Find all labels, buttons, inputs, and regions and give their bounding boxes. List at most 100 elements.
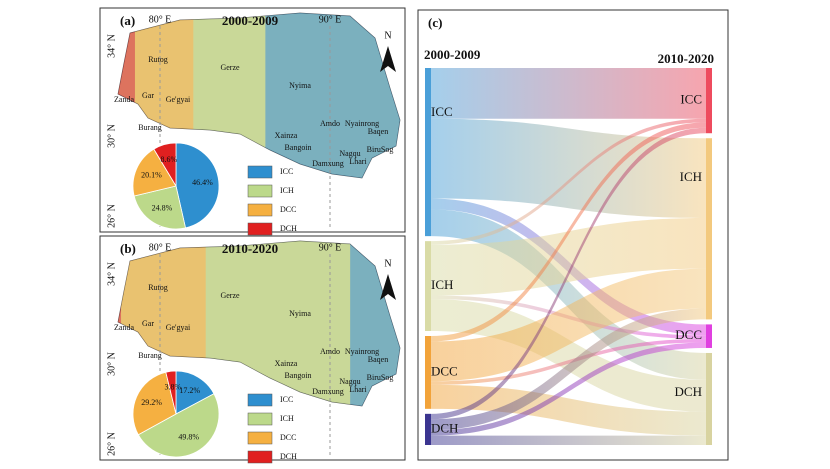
coordinate-label: 26° N [106, 204, 117, 228]
left-title: 2000-2009 [424, 47, 481, 62]
place-label: Nyainrong [345, 347, 379, 356]
node-label: DCH [431, 420, 458, 435]
node-label: ICC [680, 92, 702, 107]
sankey-flow [431, 308, 706, 431]
pie-value-label: 49.8% [178, 432, 199, 441]
place-label: Gar [142, 91, 154, 100]
place-label: Nagqu [339, 377, 360, 386]
legend-swatch [247, 222, 273, 236]
place-label: Gerze [220, 63, 240, 72]
place-label: Baqen [368, 355, 388, 364]
sankey-flow [431, 342, 706, 436]
legend-label: DCC [280, 205, 296, 214]
place-label: Zanda [114, 95, 134, 104]
panel-title: 2010-2020 [222, 241, 278, 256]
place-label: Nyima [289, 81, 311, 90]
panel-frame [417, 9, 729, 461]
right-title: 2010-2020 [658, 51, 714, 66]
sankey-flow [431, 209, 706, 380]
coordinate-label: 90° E [319, 242, 342, 253]
legend-swatch [247, 431, 273, 445]
place-label: Rutog [148, 55, 168, 64]
legend-label: DCC [280, 433, 296, 442]
pie-value-label: 24.8% [152, 203, 173, 212]
node-label: ICH [680, 169, 702, 184]
node-label: DCH [675, 384, 702, 399]
coordinate-label: 80° E [149, 14, 172, 25]
place-label: Bangoin [284, 371, 311, 380]
sankey-node [425, 336, 431, 409]
pie-slice [137, 393, 220, 458]
panel-title: 2000-2009 [222, 13, 279, 28]
sankey-flow [431, 68, 706, 119]
coordinate-label: 34° N [106, 34, 117, 58]
pie-slice [153, 142, 177, 188]
place-label: Lhari [349, 385, 367, 394]
coordinate-label: 80° E [149, 242, 172, 253]
coordinate-label: 26° N [106, 432, 117, 456]
place-label: Burang [138, 123, 162, 132]
legend-swatch [247, 184, 273, 198]
legend-swatch [247, 412, 273, 426]
node-label: DCC [431, 363, 458, 378]
north-label: N [384, 258, 391, 269]
node-label: DCC [675, 327, 702, 342]
legend-label: ICC [280, 395, 293, 404]
node-label: ICH [431, 277, 453, 292]
pie-slice [175, 370, 215, 415]
sankey-flow [431, 384, 706, 436]
place-label: Amdo [320, 119, 340, 128]
pie-value-label: 8.6% [161, 155, 178, 164]
sankey-node [425, 241, 431, 332]
place-label: BiruSog [367, 373, 394, 382]
place-label: Gerze [220, 291, 240, 300]
legend-swatch [247, 450, 273, 464]
sankey-flow [431, 122, 706, 342]
place-label: Damxung [312, 387, 344, 396]
place-label: Bangoin [284, 143, 311, 152]
sankey-flow [431, 127, 706, 420]
pie-slice [165, 370, 177, 415]
pie-value-label: 17.2% [179, 386, 200, 395]
north-label: N [384, 30, 391, 41]
sankey-flow [431, 435, 706, 445]
legend-swatch [247, 203, 273, 217]
panel-label: (a) [120, 13, 135, 28]
legend-label: DCH [280, 452, 297, 461]
place-label: Burang [138, 351, 162, 360]
pie-value-label: 3.8% [164, 382, 181, 391]
sankey-node [706, 352, 712, 445]
north-arrow [380, 274, 396, 300]
place-label: Ge'gyai [166, 323, 191, 332]
place-label: Nyima [289, 309, 311, 318]
sankey-node [425, 413, 431, 445]
pie-value-label: 20.1% [141, 171, 162, 180]
panel-label: (b) [120, 241, 136, 256]
place-label: Zanda [114, 323, 134, 332]
place-label: Baqen [368, 127, 388, 136]
legend-label: ICC [280, 167, 293, 176]
coordinate-label: 30° N [106, 352, 117, 376]
sankey-flow [431, 268, 706, 382]
north-arrow [380, 46, 396, 72]
sankey-node [706, 138, 712, 320]
coordinate-label: 34° N [106, 262, 117, 286]
pie-slice [132, 148, 177, 197]
place-label: Lhari [349, 157, 367, 166]
sankey-node [425, 68, 431, 237]
legend-label: DCH [280, 224, 297, 233]
place-label: BiruSog [367, 145, 394, 154]
pie-slice [133, 185, 186, 230]
place-label: Xainza [275, 131, 298, 140]
sankey-flow [431, 338, 706, 385]
pie-slice [132, 371, 177, 436]
place-label: Rutog [148, 283, 168, 292]
sankey-flow [431, 118, 706, 245]
sankey-flow [431, 217, 706, 296]
legend-label: ICH [280, 186, 294, 195]
place-label: Damxung [312, 159, 344, 168]
pie-value-label: 46.4% [192, 178, 213, 187]
pie-slice [175, 142, 220, 229]
sankey-flow [431, 118, 706, 218]
